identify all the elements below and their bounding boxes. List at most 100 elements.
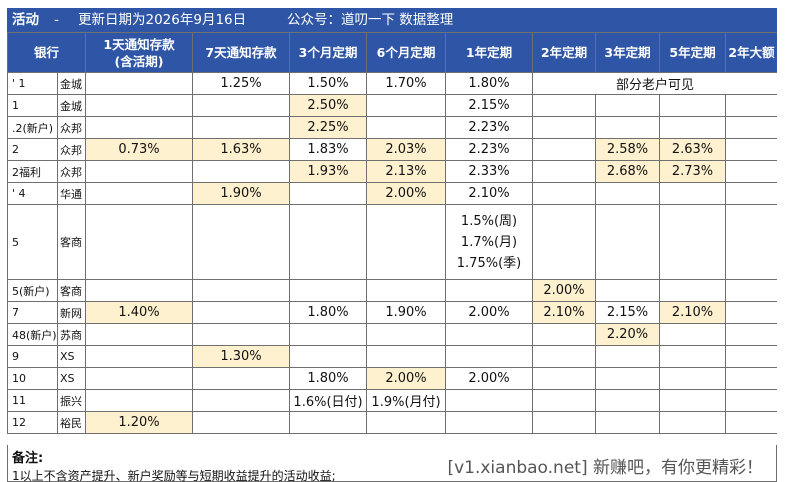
rate-cell <box>192 116 291 139</box>
bank-name: 苏商 <box>56 323 87 346</box>
rate-cell <box>725 138 777 161</box>
rate-cell: 1.50% <box>289 72 368 95</box>
header-5year: 5年定期 <box>659 32 727 73</box>
rate-cell <box>192 279 291 302</box>
rates-table: 银行 1天通知存款 (含活期) 7天通知存款 3个月定期 6个月定期 1年定期 2年定期 3年… <box>7 32 777 434</box>
notes-title: 备注: <box>12 451 44 466</box>
rate-cell <box>595 367 661 390</box>
rate-cell <box>725 411 777 434</box>
title-bar: 活动 - 更新日期为2026年9月16日 公众号：道叨一下 数据整理 <box>7 8 777 32</box>
bank-id: 12 <box>7 411 58 434</box>
watermark: [v1.xianbao.net] 新赚吧，有你更精彩！ <box>443 453 767 478</box>
header-bank: 银行 <box>7 32 87 73</box>
rate-cell <box>725 389 777 412</box>
bank-name: 新网 <box>56 301 87 324</box>
bank-id: 5 <box>7 204 58 280</box>
table-row: 1 金城 2.50% 2.15% <box>7 94 777 117</box>
rate-cell <box>532 116 597 139</box>
rate-cell: 1.25% <box>192 72 291 95</box>
rate-cell <box>192 94 291 117</box>
rate-cell <box>725 301 777 324</box>
rate-cell <box>85 323 194 346</box>
rate-cell <box>192 204 291 280</box>
bank-name: XS <box>56 367 87 390</box>
rate-cell <box>289 323 368 346</box>
bank-name: 华通 <box>56 182 87 205</box>
rate-cell <box>532 94 597 117</box>
table-row: 10 XS 1.80% 2.00% 2.00% <box>7 367 777 390</box>
rate-cell <box>366 345 447 368</box>
notes-line: 1以上不含资产提升、新户奖励等与短期收益提升的活动收益; <box>12 469 336 482</box>
rate-cell: 2.73% <box>659 160 727 183</box>
rate-cell: 1.20% <box>85 411 194 434</box>
rate-cell <box>659 204 727 280</box>
rate-cell <box>85 367 194 390</box>
rate-cell <box>659 345 727 368</box>
rate-cell: 2.20% <box>595 323 661 346</box>
rate-cell <box>532 204 597 280</box>
update-date: 更新日期为2026年9月16日 <box>78 12 247 28</box>
rate-cell: 2.23% <box>445 116 534 139</box>
rate-cell <box>85 279 194 302</box>
table-row: 2 众邦 0.73% 1.63% 1.83% 2.03% 2.23% 2.58% 2.63% <box>7 138 777 161</box>
rate-cell: 2.03% <box>366 138 447 161</box>
rate-cell: 1.93% <box>289 160 368 183</box>
bank-name: XS <box>56 345 87 368</box>
rate-cell <box>85 182 194 205</box>
rate-cell <box>85 94 194 117</box>
rate-cell <box>192 160 291 183</box>
rate-cell <box>659 411 727 434</box>
note-cell: 部分老户可见 <box>532 72 777 95</box>
header-1year: 1年定期 <box>445 32 534 73</box>
rate-cell <box>445 389 534 412</box>
header-row: 银行 1天通知存款 (含活期) 7天通知存款 3个月定期 6个月定期 1年定期 2年定期 3年… <box>7 32 777 73</box>
rate-line: 1.5%(周) <box>460 213 518 229</box>
rate-cell <box>445 345 534 368</box>
rate-cell: 2.10% <box>445 182 534 205</box>
bank-id: 2福利 <box>7 160 58 183</box>
rate-cell <box>289 345 368 368</box>
rate-cell <box>532 182 597 205</box>
rate-cell: 2.50% <box>289 94 368 117</box>
rate-cell <box>192 301 291 324</box>
rate-cell <box>85 389 194 412</box>
header-3year: 3年定期 <box>595 32 661 73</box>
rate-cell: 1.90% <box>192 182 291 205</box>
rate-cell <box>659 279 727 302</box>
activity-label: 活动 <box>12 12 39 28</box>
table-row: .2(新户) 众邦 2.25% 2.23% <box>7 116 777 139</box>
table-row: 5(新户) 客商 2.00% <box>7 279 777 302</box>
rate-cell <box>445 411 534 434</box>
table-row: 48(新户) 苏商 2.20% <box>7 323 777 346</box>
bank-name: 众邦 <box>56 116 87 139</box>
rate-cell <box>532 411 597 434</box>
rate-cell: 2.10% <box>532 301 597 324</box>
rate-cell: 2.00% <box>532 279 597 302</box>
table-row: 9 XS 1.30% <box>7 345 777 368</box>
rate-cell: 2.00% <box>445 301 534 324</box>
title-separator: - <box>54 12 59 28</box>
rate-cell: 2.63% <box>659 138 727 161</box>
rate-cell <box>532 389 597 412</box>
rate-cell <box>192 367 291 390</box>
rate-cell <box>659 323 727 346</box>
header-7day: 7天通知存款 <box>192 32 291 73</box>
rate-cell: 2.25% <box>289 116 368 139</box>
rate-cell <box>289 204 368 280</box>
rate-cell <box>595 389 661 412</box>
bank-name: 众邦 <box>56 138 87 161</box>
bank-id: 9 <box>7 345 58 368</box>
rate-cell <box>192 323 291 346</box>
rate-cell <box>725 204 777 280</box>
rate-cell: 1.5%(周) 1.7%(月) 1.75%(季) <box>445 204 534 280</box>
rate-cell <box>595 182 661 205</box>
rate-cell: 2.15% <box>595 301 661 324</box>
rate-cell <box>595 345 661 368</box>
rate-cell: 1.9%(月付) <box>366 389 447 412</box>
rate-cell: 2.00% <box>366 367 447 390</box>
account-name: 公众号：道叨一下 数据整理 <box>287 12 454 28</box>
rate-cell <box>725 116 777 139</box>
bank-id: 1 <box>7 94 58 117</box>
rate-cell: 1.6%(日付) <box>289 389 368 412</box>
rate-cell <box>595 116 661 139</box>
